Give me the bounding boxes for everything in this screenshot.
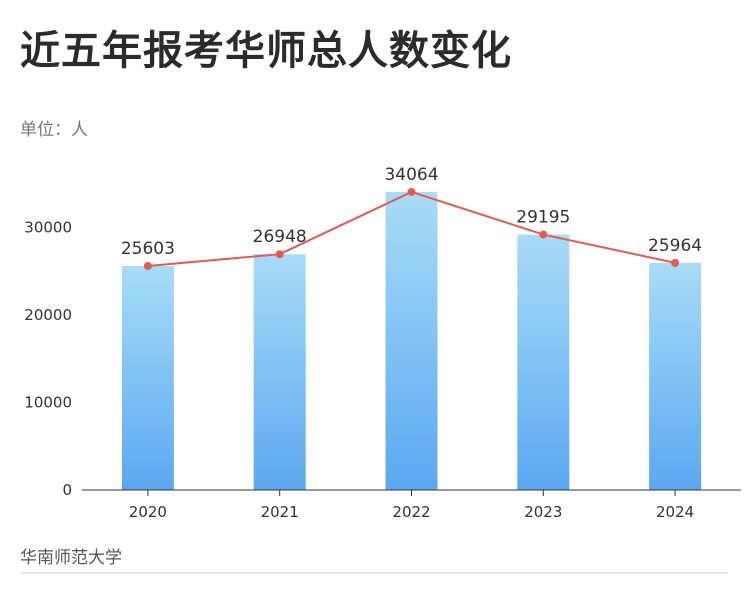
trend-point-2021 bbox=[275, 250, 284, 259]
data-label-2022: 34064 bbox=[384, 165, 438, 185]
bar-2020 bbox=[121, 265, 174, 490]
y-tick-label: 10000 bbox=[24, 394, 72, 412]
trend-point-2022 bbox=[407, 187, 416, 196]
bar-2024 bbox=[649, 262, 702, 490]
footer-source: 华南师范大学 bbox=[20, 548, 122, 568]
data-label-2023: 29195 bbox=[516, 208, 570, 228]
trend-point-2024 bbox=[671, 258, 680, 267]
bar-2022 bbox=[385, 191, 438, 490]
unit-label: 单位：人 bbox=[20, 120, 88, 140]
bar-2023 bbox=[517, 234, 570, 490]
bar-2021 bbox=[253, 254, 306, 490]
y-tick-label: 30000 bbox=[24, 219, 72, 237]
x-tick-label: 2024 bbox=[656, 503, 694, 521]
x-tick-label: 2023 bbox=[524, 503, 562, 521]
chart-title: 近五年报考华师总人数变化 bbox=[20, 28, 512, 74]
y-tick-label: 20000 bbox=[24, 306, 72, 324]
data-label-2020: 25603 bbox=[121, 239, 175, 259]
data-label-2024: 25964 bbox=[648, 236, 702, 256]
x-tick-label: 2020 bbox=[129, 503, 167, 521]
trend-point-2023 bbox=[539, 230, 548, 239]
footer-divider bbox=[20, 572, 728, 574]
y-tick-label: 0 bbox=[62, 481, 72, 499]
x-tick-label: 2022 bbox=[392, 503, 430, 521]
trend-point-2020 bbox=[143, 261, 152, 270]
data-label-2021: 26948 bbox=[253, 227, 307, 247]
x-tick-label: 2021 bbox=[261, 503, 299, 521]
